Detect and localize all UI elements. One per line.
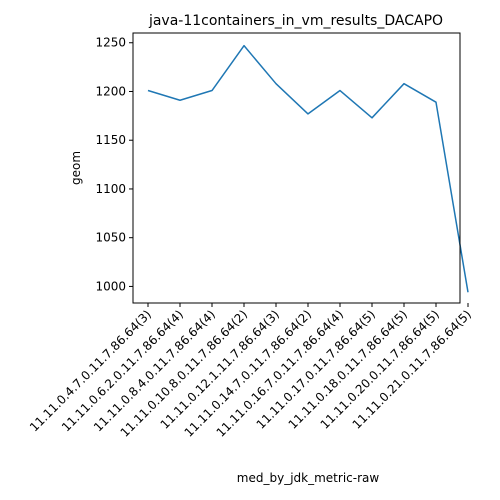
plot-frame <box>132 32 461 304</box>
y-tick-label: 1250 <box>95 36 126 50</box>
y-tick-label: 1100 <box>95 182 126 196</box>
y-tick-label: 1200 <box>95 84 126 98</box>
y-tick-label: 1050 <box>95 231 126 245</box>
y-tick-label: 1150 <box>95 133 126 147</box>
chart-title: java-11containers_in_vm_results_DACAPO <box>148 13 443 29</box>
y-tick-label: 1000 <box>95 279 126 293</box>
x-axis-title: med_by_jdk_metric-raw <box>237 471 380 485</box>
y-axis-title: geom <box>69 151 83 185</box>
